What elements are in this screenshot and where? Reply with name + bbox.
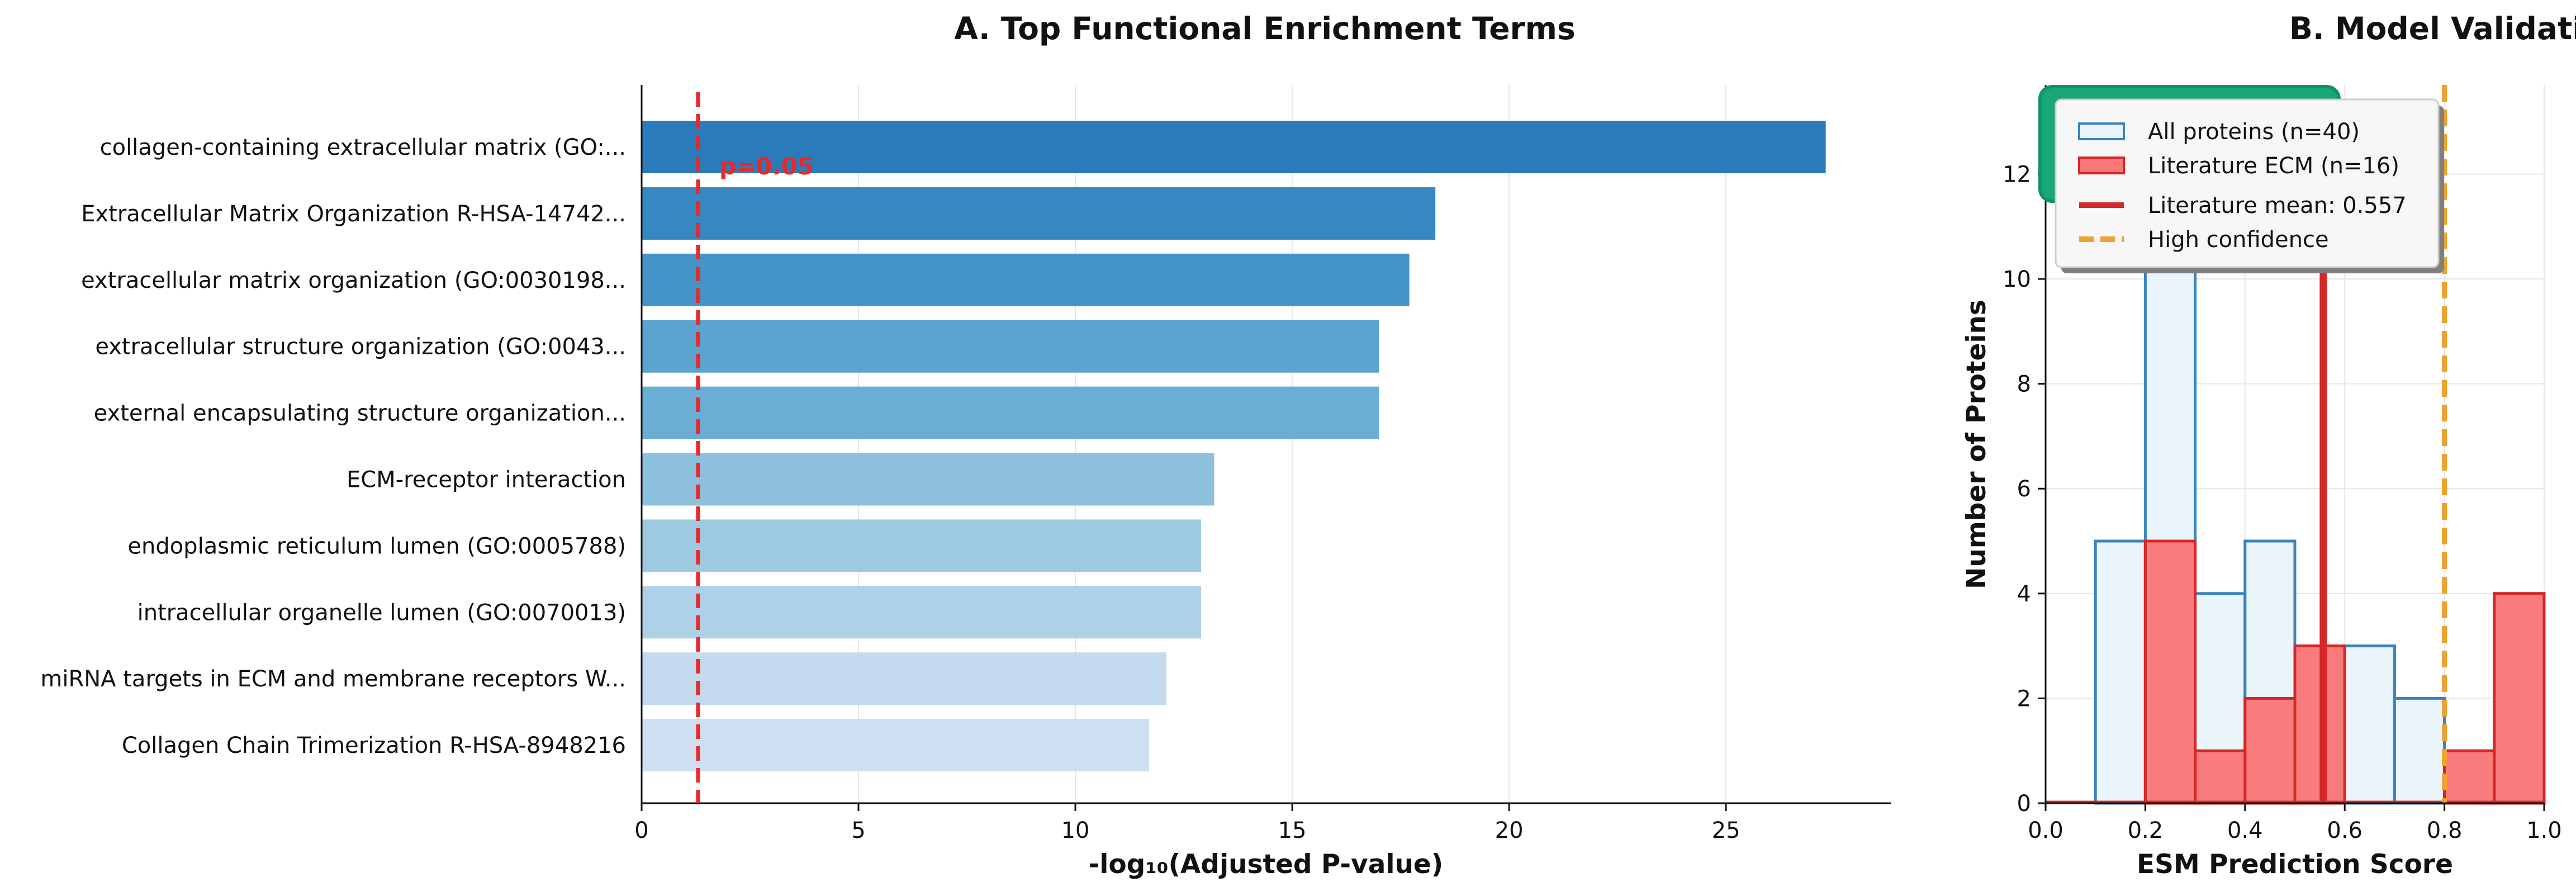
- validation-y-tick-label: 4: [2017, 581, 2031, 607]
- enrichment-category-label: external encapsulating structure organiz…: [94, 401, 626, 426]
- enrichment-category-label: extracellular matrix organization (GO:00…: [81, 268, 626, 293]
- enrichment-bar: [642, 121, 1826, 173]
- enrichment-bar: [642, 586, 1202, 639]
- enrichment-category-label: Extracellular Matrix Organization R-HSA-…: [81, 201, 626, 227]
- enrichment-bar: [642, 253, 1410, 306]
- enrichment-bars: [642, 121, 1826, 772]
- enrichment-bar: [642, 386, 1379, 439]
- legend-label-literature-mean: Literature mean: 0.557: [2148, 193, 2407, 219]
- enrichment-x-tick-label: 10: [1061, 818, 1090, 843]
- enrichment-x-tick-label: 5: [851, 818, 865, 843]
- enrichment-x-tick-label: 20: [1495, 818, 1524, 843]
- enrichment-category-label: miRNA targets in ECM and membrane recept…: [40, 666, 626, 692]
- validation-x-ticks: 0.0 0.2 0.4 0.6 0.8 1.0: [2028, 803, 2562, 843]
- literature-ecm-bin: [2194, 749, 2247, 805]
- legend-swatch-literature-ecm: [2078, 157, 2125, 174]
- validation-x-tick-label: 0.6: [2327, 818, 2362, 843]
- validation-y-tick-label: 10: [2003, 267, 2031, 292]
- enrichment-bar: [642, 652, 1167, 705]
- validation-panel: B. Model Validation 0.0 0.2 0.4 0.6 0.8 1.0 0…: [1961, 11, 2576, 880]
- enrichment-bar: [642, 187, 1436, 240]
- validation-y-tick-label: 2: [2017, 686, 2031, 712]
- literature-ecm-bin: [2493, 592, 2546, 805]
- enrichment-panel: A. Top Functional Enrichment Terms colla…: [40, 11, 1891, 880]
- validation-y-tick-label: 12: [2003, 162, 2031, 187]
- legend-box: [2055, 98, 2440, 268]
- enrichment-x-tick-label: 0: [634, 818, 648, 843]
- enrichment-bar: [642, 453, 1215, 506]
- enrichment-category-label: endoplasmic reticulum lumen (GO:0005788): [127, 533, 626, 559]
- validation-y-tick-label: 0: [2017, 791, 2031, 817]
- enrichment-category-labels: collagen-containing extracellular matrix…: [40, 135, 626, 758]
- validation-y-axis-label: Number of Proteins: [1961, 300, 1992, 589]
- enrichment-bar: [642, 519, 1202, 572]
- legend-label-literature-ecm: Literature ECM (n=16): [2148, 153, 2399, 179]
- validation-y-tick-label: 6: [2017, 476, 2031, 502]
- significance-threshold: p=0.05: [696, 92, 814, 803]
- all-proteins-bin: [2094, 539, 2147, 805]
- enrichment-x-axis-label: -log₁₀(Adjusted P-value): [1089, 849, 1444, 880]
- validation-x-tick-label: 0.8: [2427, 818, 2463, 843]
- validation-x-tick-label: 0.2: [2128, 818, 2164, 843]
- enrichment-x-tick-label: 15: [1278, 818, 1307, 843]
- validation-y-tick-label: 8: [2017, 372, 2031, 397]
- validation-x-tick-label: 0.4: [2227, 818, 2263, 843]
- enrichment-category-label: ECM-receptor interaction: [347, 467, 626, 493]
- enrichment-chart-title: A. Top Functional Enrichment Terms: [954, 11, 1575, 46]
- validation-x-tick-label: 1.0: [2526, 818, 2562, 843]
- validation-y-ticks: 0 2 4 6 8 10 12: [2003, 162, 2046, 817]
- enrichment-bar: [642, 719, 1149, 772]
- enrichment-category-label: Collagen Chain Trimerization R-HSA-89482…: [122, 733, 626, 758]
- legend-label-high-confidence: High confidence: [2148, 227, 2329, 253]
- legend-label-all-proteins: All proteins (n=40): [2148, 119, 2360, 145]
- literature-ecm-bin: [2143, 539, 2197, 805]
- validation-chart-title: B. Model Validation: [2289, 11, 2576, 46]
- all-proteins-bin: [2393, 696, 2446, 805]
- enrichment-bar: [642, 320, 1379, 373]
- legend-swatch-all-proteins: [2078, 122, 2125, 140]
- threshold-label: p=0.05: [719, 153, 814, 180]
- validation-x-axis-label: ESM Prediction Score: [2137, 849, 2453, 880]
- all-proteins-bin: [2343, 644, 2396, 805]
- validation-x-tick-label: 0.0: [2028, 818, 2063, 843]
- enrichment-x-tick-label: 25: [1712, 818, 1740, 843]
- literature-ecm-bin: [2443, 749, 2496, 805]
- enrichment-category-label: extracellular structure organization (GO…: [95, 334, 626, 360]
- enrichment-category-label: collagen-containing extracellular matrix…: [100, 135, 626, 160]
- validation-legend: All proteins (n=40) Literature ECM (n=16…: [2055, 98, 2444, 273]
- enrichment-x-ticks: 0 5 10 15 20 25: [634, 803, 1740, 843]
- enrichment-category-label: intracellular organelle lumen (GO:007001…: [137, 600, 626, 625]
- literature-ecm-bin: [2243, 696, 2297, 805]
